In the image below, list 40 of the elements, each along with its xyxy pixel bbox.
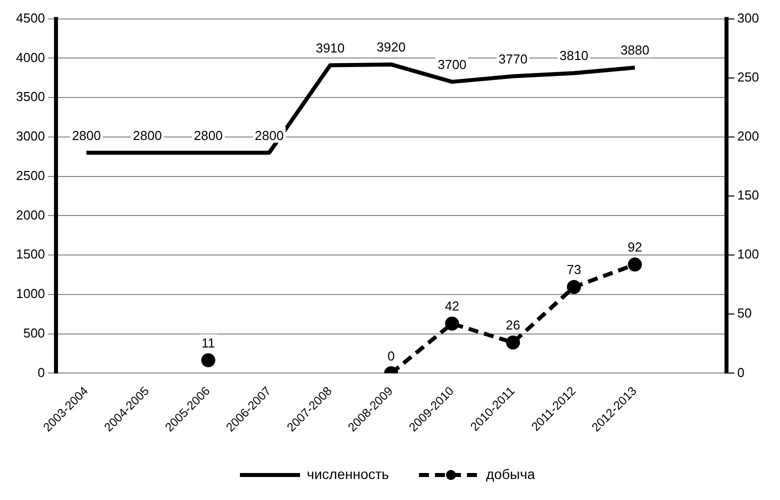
data-label: 2800	[194, 128, 223, 143]
point	[201, 353, 216, 368]
y2-tick-label: 150	[737, 188, 760, 203]
data-label: 3810	[559, 48, 588, 64]
data-label: 3700	[438, 56, 467, 72]
data-label: 26	[506, 318, 520, 333]
y-tick-label: 1000	[16, 286, 45, 302]
point	[445, 316, 460, 331]
data-label: 73	[566, 262, 582, 278]
y2-tick-label: 100	[737, 246, 760, 262]
y2-tick-label: 250	[737, 69, 760, 84]
y2-tick-label: 300	[737, 10, 760, 26]
point	[566, 280, 581, 294]
y-tick-label: 3500	[16, 89, 45, 104]
point	[506, 336, 520, 350]
data-label: 3910	[316, 40, 345, 56]
data-label: 11	[202, 335, 216, 350]
data-label: 3920	[376, 40, 406, 55]
y-tick-label: 0	[38, 364, 45, 380]
data-label: 3880	[620, 42, 650, 58]
y2-tick-label: 0	[737, 364, 745, 380]
data-label: 0	[388, 348, 395, 364]
y-tick-label: 3000	[16, 128, 45, 144]
legend-label: добыча	[486, 466, 536, 482]
data-label: 3770	[498, 51, 528, 66]
y-tick-label: 1500	[16, 246, 45, 262]
y-tick-label: 4000	[16, 50, 45, 65]
y-tick-label: 2500	[16, 168, 45, 183]
y-tick-label: 500	[23, 325, 45, 340]
point	[628, 258, 642, 272]
data-label: 92	[628, 240, 642, 255]
data-label: 2800	[254, 128, 284, 143]
y-tick-label: 2000	[16, 207, 45, 222]
y-tick-label: 4500	[16, 10, 45, 26]
data-label: 2800	[132, 128, 162, 143]
y2-tick-label: 200	[737, 128, 760, 144]
data-label: 2800	[72, 128, 101, 143]
y2-tick-label: 50	[737, 306, 752, 321]
data-label: 42	[444, 298, 460, 314]
legend-label: численность	[306, 466, 389, 482]
